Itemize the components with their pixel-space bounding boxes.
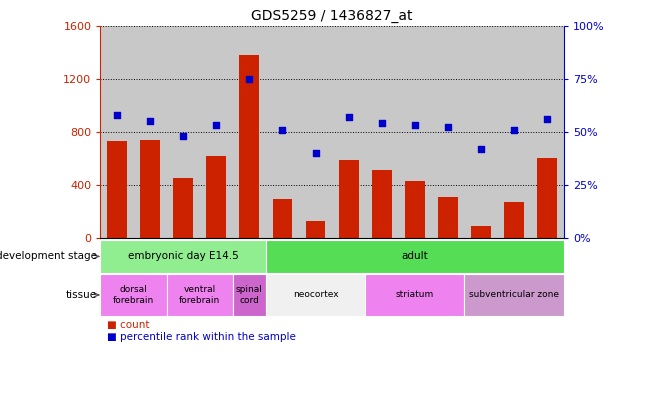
Bar [173,178,193,238]
Bar [306,220,325,238]
Point [343,114,354,120]
Bar [339,160,358,238]
Bar [471,226,491,238]
Point [443,124,453,130]
Point [509,127,519,133]
Point [476,145,486,152]
Bar [438,196,458,238]
Bar [405,181,425,238]
Bar [239,55,259,238]
Text: neocortex: neocortex [293,290,338,299]
Title: GDS5259 / 1436827_at: GDS5259 / 1436827_at [251,9,413,23]
Point [178,133,189,139]
Bar [537,158,557,238]
Text: spinal
cord: spinal cord [236,285,263,305]
Point [211,122,222,129]
Bar [273,199,292,238]
Text: tissue: tissue [66,290,97,300]
Text: subventricular zone: subventricular zone [469,290,559,299]
Text: ■ percentile rank within the sample: ■ percentile rank within the sample [107,332,295,342]
Text: development stage: development stage [0,252,97,261]
Text: dorsal
forebrain: dorsal forebrain [113,285,154,305]
Text: embryonic day E14.5: embryonic day E14.5 [128,252,238,261]
Point [277,127,288,133]
Point [112,112,122,118]
Text: ■ count: ■ count [107,320,150,331]
Point [542,116,552,122]
Bar [372,170,391,238]
Bar [107,141,127,238]
Point [410,122,420,129]
Point [244,75,255,82]
Bar [206,156,226,238]
Bar [140,140,160,238]
Point [310,150,321,156]
Point [376,120,387,126]
Bar [504,202,524,238]
Text: ventral
forebrain: ventral forebrain [179,285,220,305]
Point [145,118,156,124]
Text: striatum: striatum [396,290,434,299]
Text: adult: adult [402,252,428,261]
